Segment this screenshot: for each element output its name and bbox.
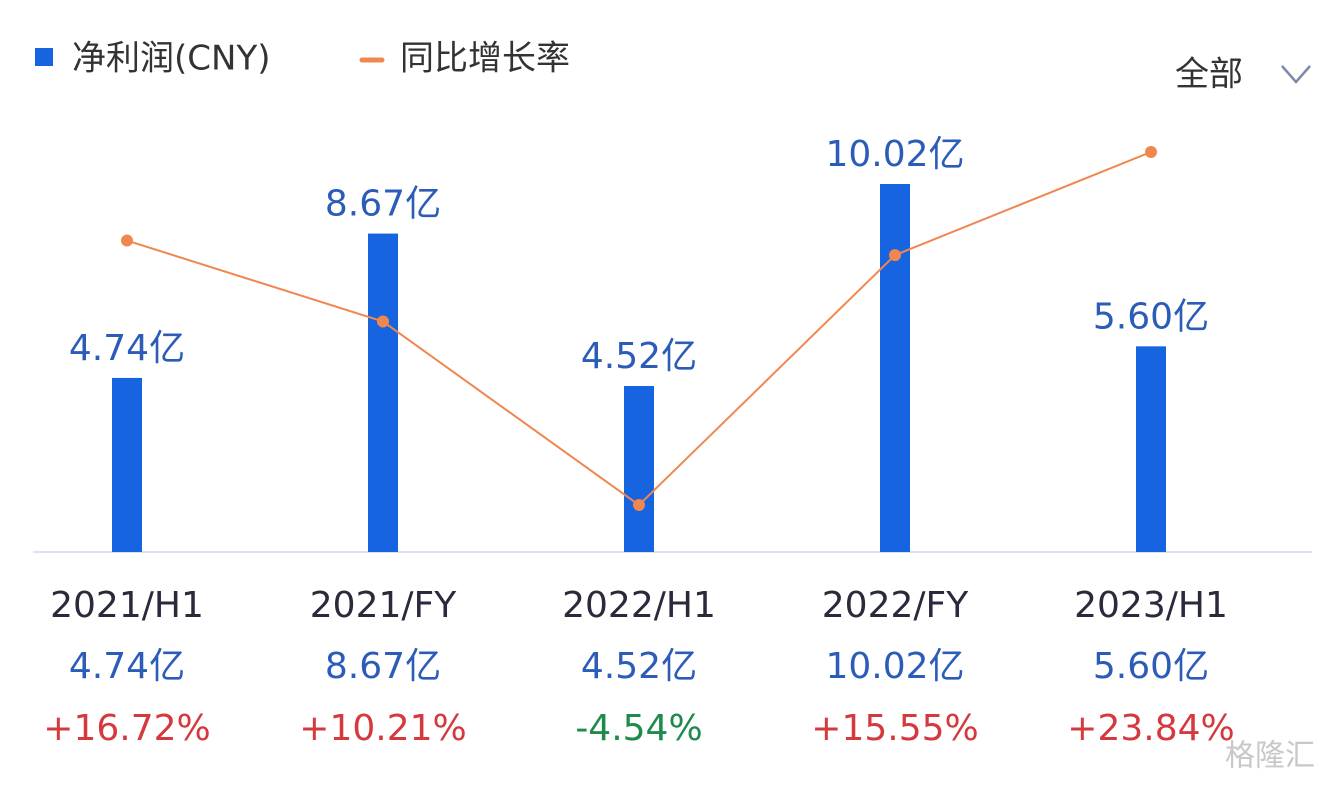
net-profit-label: 4.52亿 bbox=[581, 646, 697, 687]
dropdown-chevron[interactable] bbox=[1281, 65, 1311, 84]
growth-point bbox=[889, 249, 901, 262]
bar-value-label: 10.02亿 bbox=[825, 134, 964, 175]
x-tick-label: 2021/FY bbox=[310, 585, 457, 626]
net-profit-label: 4.74亿 bbox=[69, 646, 185, 687]
bar bbox=[112, 377, 142, 552]
growth-point bbox=[121, 234, 133, 247]
growth-label: +23.84% bbox=[1067, 708, 1234, 749]
growth-label: +16.72% bbox=[43, 708, 210, 749]
x-tick-label: 2023/H1 bbox=[1074, 585, 1228, 626]
net-profit-label: 10.02亿 bbox=[825, 646, 964, 687]
growth-label: +10.21% bbox=[299, 708, 466, 749]
net-profit-label: 8.67亿 bbox=[325, 646, 441, 687]
growth-label: +15.55% bbox=[811, 708, 978, 749]
bar bbox=[1136, 346, 1166, 552]
growth-point bbox=[1145, 146, 1157, 158]
dropdown-label[interactable]: 全部 bbox=[1175, 55, 1243, 95]
bar-value-label: 4.52亿 bbox=[581, 336, 697, 377]
growth-point bbox=[633, 499, 645, 511]
growth-point bbox=[377, 315, 389, 328]
bar-value-label: 8.67亿 bbox=[325, 184, 441, 225]
bar-value-label: 5.60亿 bbox=[1093, 296, 1209, 337]
legend-label: 同比增长率 bbox=[400, 39, 570, 79]
growth-label: -4.54% bbox=[575, 708, 702, 749]
x-tick-label: 2022/FY bbox=[822, 585, 969, 626]
legend-swatch bbox=[35, 48, 53, 66]
net-profit-label: 5.60亿 bbox=[1093, 646, 1209, 687]
legend-label: 净利润(CNY) bbox=[72, 39, 270, 79]
bar bbox=[368, 233, 398, 552]
bar-value-label: 4.74亿 bbox=[69, 328, 185, 369]
x-tick-label: 2021/H1 bbox=[50, 585, 204, 626]
x-tick-label: 2022/H1 bbox=[562, 585, 716, 626]
watermark: 格隆汇 bbox=[1225, 739, 1315, 774]
bar bbox=[880, 184, 910, 552]
bar bbox=[624, 385, 654, 552]
